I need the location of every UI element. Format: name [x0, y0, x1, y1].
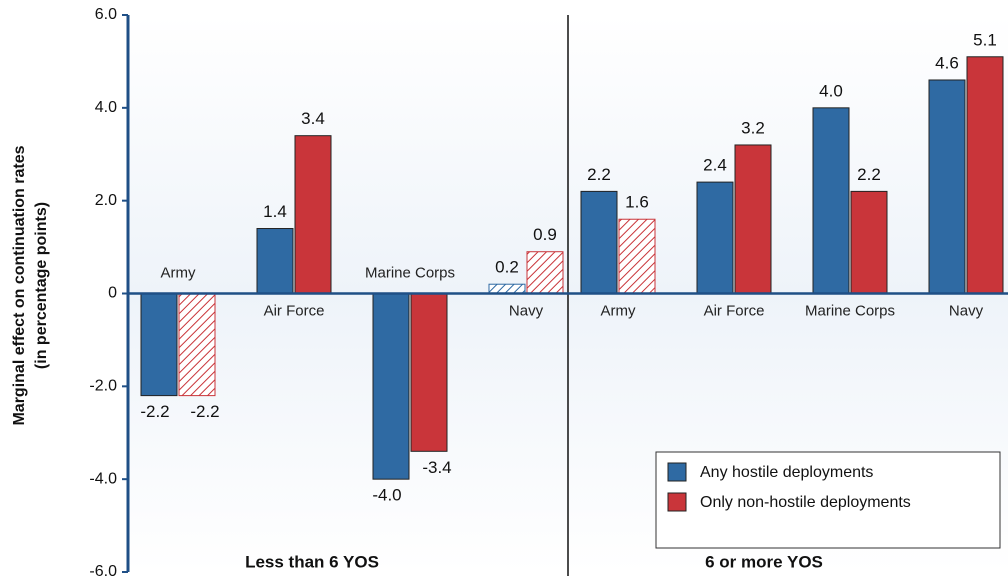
x-category-label: Marine Corps [365, 264, 455, 281]
bar [618, 218, 656, 295]
y-tick-label: -4.0 [89, 470, 117, 487]
value-label: -2.2 [140, 402, 169, 421]
bar [526, 251, 564, 295]
bar [488, 283, 526, 295]
bar [140, 293, 178, 397]
value-label: -2.2 [190, 402, 219, 421]
legend-label: Any hostile deployments [700, 464, 873, 481]
y-tick-label: 4.0 [95, 99, 117, 116]
value-label: 1.4 [263, 202, 287, 221]
x-category-label: Navy [949, 302, 984, 319]
x-category-label: Air Force [264, 302, 325, 319]
value-label: 5.1 [973, 30, 997, 49]
legend-swatch [667, 492, 687, 512]
bar [294, 135, 332, 294]
value-label: 4.0 [819, 81, 843, 100]
y-axis-label: Marginal effect on continuation rates [11, 145, 28, 425]
bar [696, 181, 734, 295]
y-tick-label: 0 [108, 285, 117, 302]
bar [928, 79, 966, 294]
legend-box [655, 451, 1001, 549]
value-label: 2.2 [587, 165, 611, 184]
value-label: 4.6 [935, 53, 959, 72]
x-category-label: Army [601, 302, 636, 319]
value-label: 2.4 [703, 156, 727, 175]
value-label: -4.0 [372, 486, 401, 505]
value-label: 0.2 [495, 258, 519, 277]
y-tick-label: 6.0 [95, 6, 117, 23]
value-label: 1.6 [625, 193, 649, 212]
bar [256, 228, 294, 294]
y-tick-label: -6.0 [89, 563, 117, 580]
value-label: 2.2 [857, 165, 881, 184]
panel-label: 6 or more YOS [705, 552, 823, 571]
bar [410, 293, 448, 452]
bar [734, 144, 772, 294]
bar [372, 293, 410, 480]
y-tick-label: 2.0 [95, 192, 117, 209]
y-axis-label: (in percentage points) [33, 202, 50, 369]
bar [812, 107, 850, 295]
y-tick-label: -2.0 [89, 378, 117, 395]
value-label: -3.4 [422, 458, 451, 477]
value-label: 3.2 [741, 118, 765, 137]
bar [966, 56, 1004, 295]
legend-swatch [667, 462, 687, 482]
bar [580, 190, 618, 294]
x-category-label: Marine Corps [805, 302, 895, 319]
value-label: 0.9 [533, 225, 557, 244]
bar [850, 190, 888, 294]
value-label: 3.4 [301, 109, 325, 128]
legend-label: Only non-hostile deployments [700, 494, 911, 511]
x-category-label: Air Force [704, 302, 765, 319]
x-category-label: Navy [509, 302, 544, 319]
bar [178, 293, 216, 397]
panel-label: Less than 6 YOS [245, 552, 379, 571]
x-category-label: Army [161, 264, 196, 281]
